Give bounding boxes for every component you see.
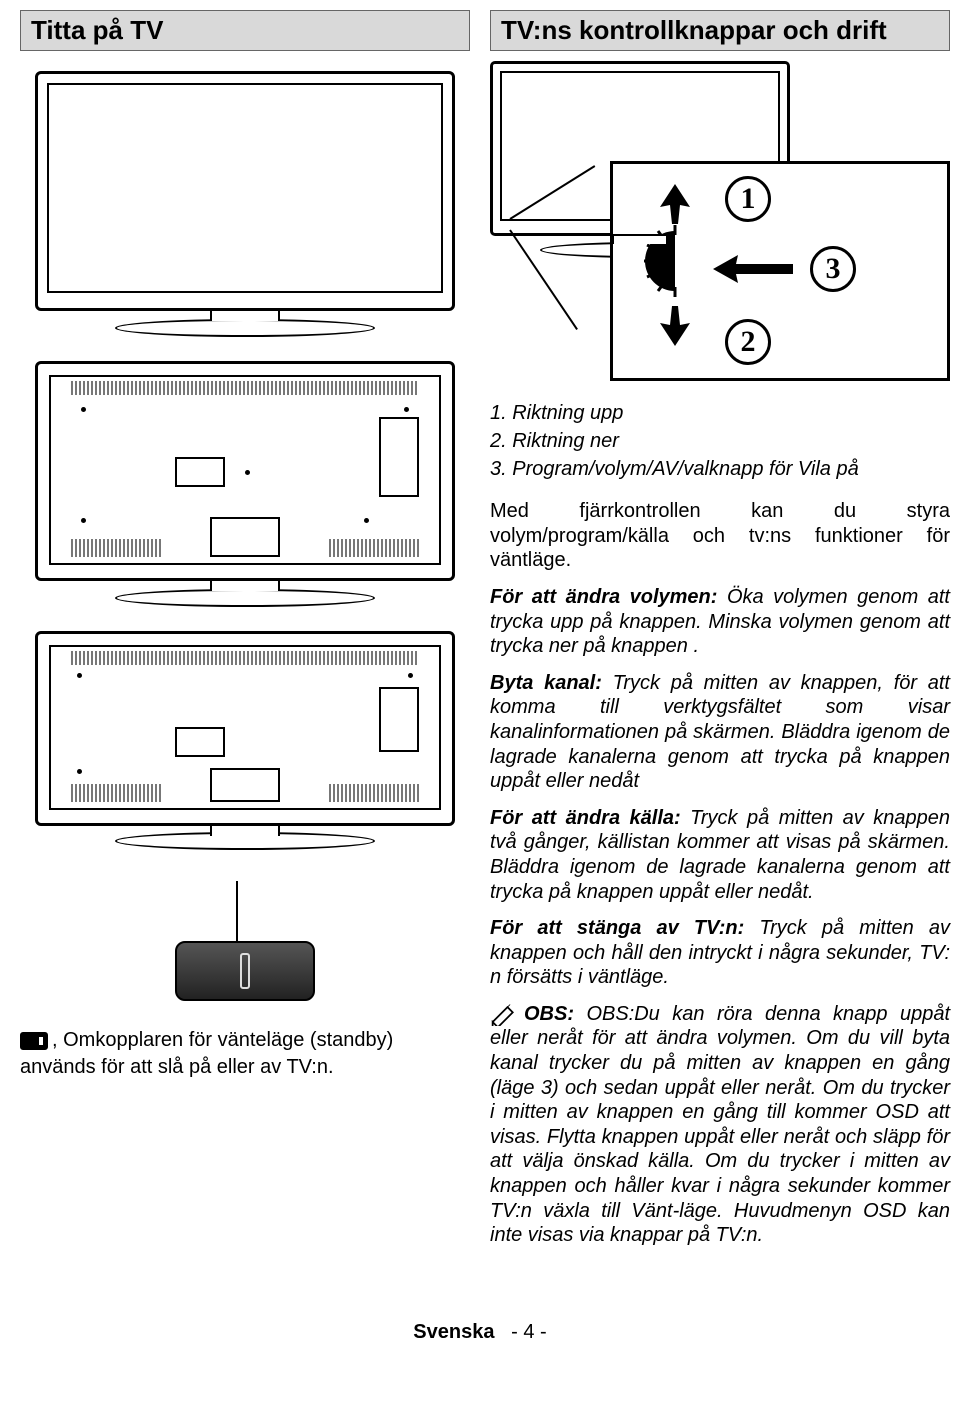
direction-list: 1. Riktning upp 2. Riktning ner 3. Progr…: [490, 401, 950, 485]
paragraph-poweroff-lead: För att stänga av TV:n:: [490, 917, 744, 939]
power-switch-illustration: [20, 881, 470, 1011]
paragraph-volume: För att ändra volymen: Öka volymen genom…: [490, 585, 950, 659]
obs-body: OBS:Du kan röra denna knapp uppåt eller …: [490, 1003, 950, 1246]
left-section-title: Titta på TV: [20, 10, 470, 51]
list-item: 1. Riktning upp: [490, 401, 950, 425]
paragraph-source-lead: För att ändra källa:: [490, 807, 681, 829]
paragraph-intro: Med fjärrkontrollen kan du styra volym/p…: [490, 499, 950, 573]
arrow-down-icon: [650, 301, 700, 351]
callout-number-2: 2: [725, 319, 771, 365]
standby-caption: , Omkopplaren för vänteläge (standby) an…: [20, 1027, 470, 1081]
tv-back-illustration-1: [35, 361, 455, 611]
tv-front-illustration: [35, 71, 455, 341]
paragraph-obs: OBS: OBS:Du kan röra denna knapp uppåt e…: [490, 1002, 950, 1248]
paragraph-source: För att ändra källa: Tryck på mitten av …: [490, 806, 950, 904]
arrow-left-icon: [708, 249, 798, 289]
control-knob-diagram: 1 2 3: [490, 61, 950, 381]
list-item: 3. Program/volym/AV/valknapp för Vila på: [490, 457, 950, 481]
list-item: 2. Riktning ner: [490, 429, 950, 453]
right-section-title: TV:ns kontrollknappar och drift: [490, 10, 950, 51]
obs-lead: OBS:: [524, 1003, 574, 1025]
standby-switch-icon: [20, 1032, 48, 1050]
callout-number-3: 3: [810, 246, 856, 292]
pencil-note-icon: [490, 1004, 518, 1026]
footer-page: - 4 -: [511, 1321, 547, 1343]
paragraph-channel: Byta kanal: Tryck på mitten av knappen, …: [490, 671, 950, 794]
standby-caption-text: , Omkopplaren för vänteläge (standby) an…: [20, 1029, 393, 1078]
paragraph-channel-lead: Byta kanal:: [490, 672, 602, 694]
paragraph-volume-lead: För att ändra volymen:: [490, 586, 717, 608]
tv-back-illustration-2: [35, 631, 455, 851]
callout-number-1: 1: [725, 176, 771, 222]
page-footer: Svenska - 4 -: [20, 1320, 940, 1344]
footer-language: Svenska: [413, 1321, 494, 1343]
paragraph-poweroff: För att stänga av TV:n: Tryck på mitten …: [490, 916, 950, 990]
arrow-up-icon: [650, 179, 700, 229]
